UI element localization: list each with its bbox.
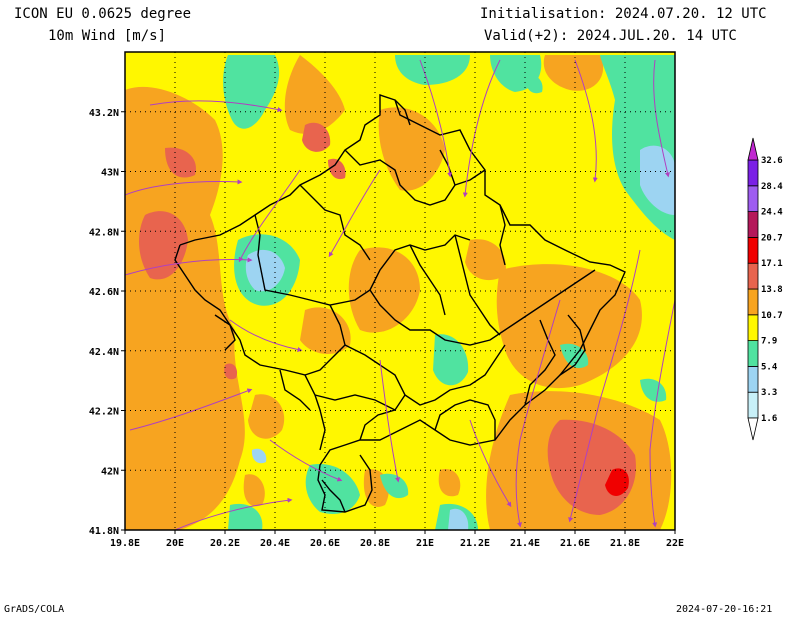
x-tick-label: 19.8E <box>110 538 140 549</box>
colorbar-low-arrow <box>747 417 759 441</box>
colorbar-level-label: 28.4 <box>761 182 783 192</box>
colorbar-level-label: 5.4 <box>761 362 778 372</box>
colorbar-legend: 1.6 3.3 5.4 7.9 10.7 13.8 17.1 20.7 24.4 28.4 32.6 <box>747 137 783 441</box>
x-tick-label: 21.6E <box>560 538 590 549</box>
y-tick-label: 43.2N <box>89 108 119 119</box>
colorbar-swatch <box>747 211 759 238</box>
colorbar-level-label: 13.8 <box>761 285 783 295</box>
colorbar-swatch <box>747 236 759 264</box>
y-tick-label: 41.8N <box>89 526 119 537</box>
valid-time: Valid(+2): 2024.JUL.20. 14 UTC <box>484 28 737 44</box>
colorbar-swatch <box>747 288 759 316</box>
colorbar-swatch <box>747 340 759 367</box>
x-tick-label: 22E <box>666 538 684 549</box>
colorbar-swatch <box>747 262 759 290</box>
colorbar-level-label: 32.6 <box>761 156 783 166</box>
x-tick-label: 20.8E <box>360 538 390 549</box>
x-tick-label: 21.8E <box>610 538 640 549</box>
model-title: ICON EU 0.0625 degree <box>14 6 192 22</box>
x-tick-label: 21E <box>416 538 434 549</box>
x-tick-label: 20.2E <box>210 538 240 549</box>
colorbar-swatch <box>747 365 759 393</box>
x-tick-label: 20.6E <box>310 538 340 549</box>
y-tick-label: 42.8N <box>89 227 119 238</box>
colorbar-swatch <box>747 314 759 341</box>
colorbar-level-label: 20.7 <box>761 233 783 243</box>
y-tick-label: 43N <box>101 168 119 179</box>
colorbar-level-label: 17.1 <box>761 259 783 269</box>
colorbar-swatch <box>747 159 759 187</box>
graticule <box>125 52 675 530</box>
longitude-tick-labels: 19.8E 20E 20.2E 20.4E 20.6E 20.8E 21E 21.2E 21.4… <box>110 530 684 549</box>
credit-label: GrADS/COLA <box>4 604 65 615</box>
x-tick-label: 20.4E <box>260 538 290 549</box>
x-tick-label: 20E <box>166 538 184 549</box>
wind-streamlines <box>124 59 676 531</box>
colorbar-level-label: 10.7 <box>761 311 783 321</box>
colorbar-level-label: 1.6 <box>761 414 777 424</box>
initialisation-time: Initialisation: 2024.07.20. 12 UTC <box>480 6 767 22</box>
region-boundaries <box>174 94 626 513</box>
timestamp-label: 2024-07-20-16:21 <box>676 604 773 615</box>
x-tick-label: 21.4E <box>510 538 540 549</box>
latitude-tick-labels: 41.8N 42N 42.2N 42.4N 42.6N 42.8N 43N 43.2N <box>89 108 125 537</box>
variable-title: 10m Wind [m/s] <box>48 28 167 44</box>
colorbar-level-label: 7.9 <box>761 337 777 347</box>
colorbar-swatch <box>747 391 759 419</box>
y-tick-label: 42.6N <box>89 287 119 298</box>
x-tick-label: 21.2E <box>460 538 490 549</box>
colorbar-level-label: 24.4 <box>761 208 783 218</box>
y-tick-label: 42.2N <box>89 407 119 418</box>
y-tick-label: 42N <box>101 466 119 477</box>
colorbar-swatch <box>747 185 759 213</box>
y-tick-label: 42.4N <box>89 347 119 358</box>
colorbar-level-label: 3.3 <box>761 388 777 398</box>
colorbar-high-arrow <box>747 137 759 161</box>
